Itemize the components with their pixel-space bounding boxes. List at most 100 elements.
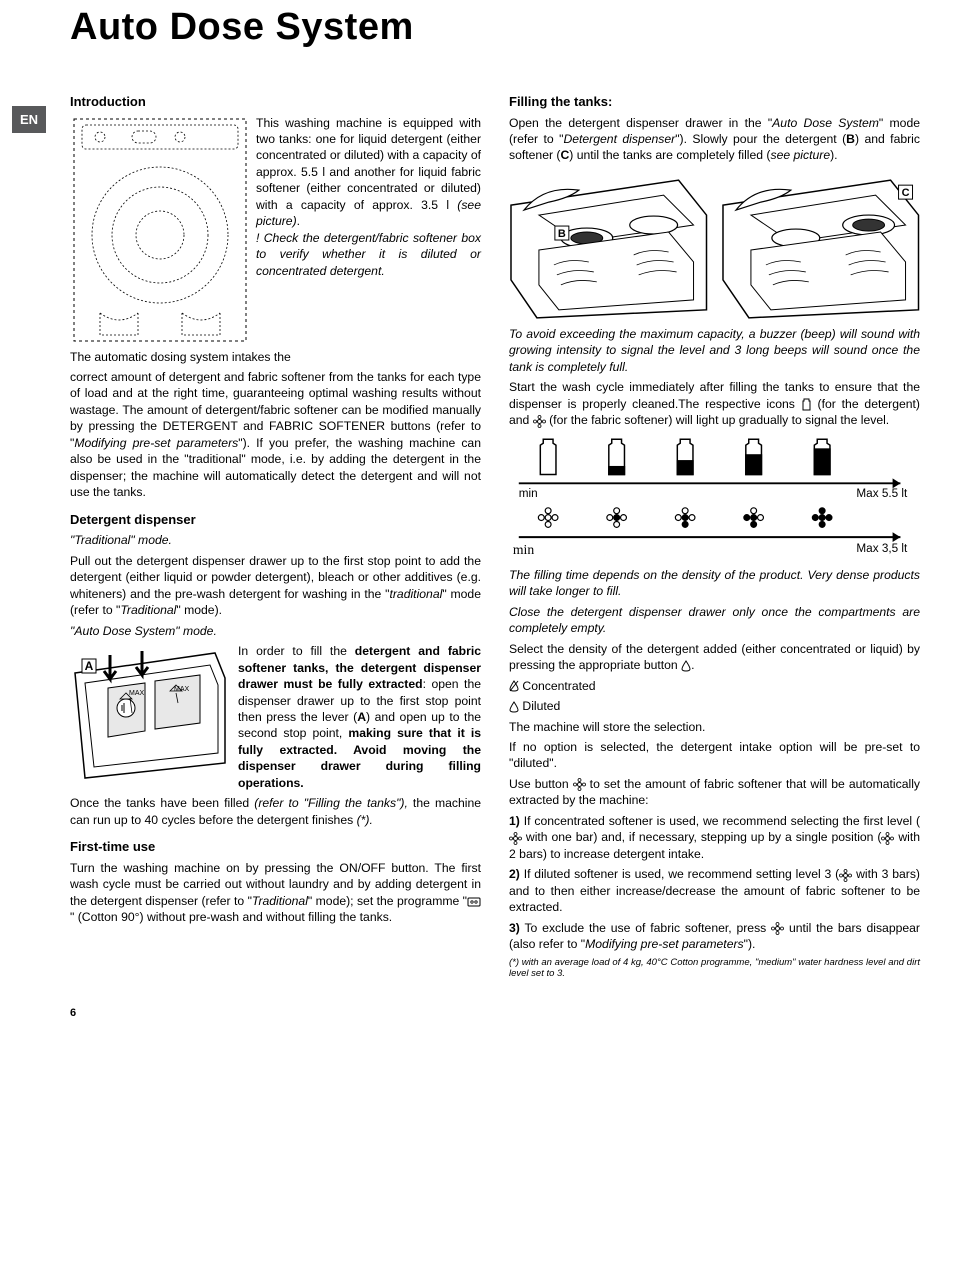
label-A: A [85, 659, 94, 673]
intro-b-it: Modifying pre-set parameters [74, 436, 238, 450]
opt2-a: 2) [509, 867, 520, 881]
drawer-text: In order to fill the detergent and fabri… [238, 643, 481, 791]
intro-body: correct amount of detergent and fabric s… [70, 369, 481, 501]
auto-mode-label: "Auto Dose System" mode. [70, 623, 481, 639]
fill-image-b: B [509, 170, 709, 320]
page-number: 6 [70, 1007, 920, 1019]
fill-b-it: Detergent dispenser [563, 132, 675, 146]
opt3-it: Modifying pre-set parameters [585, 937, 744, 951]
page: EN Auto Dose System Introduction [0, 6, 960, 1049]
drawer-a: In order to fill the [238, 644, 355, 658]
drawer-block: A MAX MAX In order to fill the detergent… [70, 643, 481, 791]
washer-diagram [70, 115, 250, 345]
opt2-b: If diluted softener is used, we recommen… [520, 867, 839, 881]
heading-filling: Filling the tanks: [509, 93, 920, 111]
close-note: Close the detergent dispenser drawer onl… [509, 604, 920, 637]
fill-d: B [846, 132, 855, 146]
fill-f: C [560, 148, 569, 162]
max-label-1: Max 5.5 lt [856, 487, 908, 500]
fill-h: ). [830, 148, 837, 162]
trad-p3: " mode). [176, 603, 222, 617]
left-column: Introduction [70, 83, 481, 983]
first-p3: " (Cotton 90°) without pre-wash and with… [70, 910, 392, 924]
svg-text:MAX: MAX [174, 686, 190, 693]
opt3: 3) To exclude the use of fabric softener… [509, 920, 920, 953]
usebtn-a: Use button [509, 777, 573, 791]
noopt: If no option is selected, the detergent … [509, 739, 920, 772]
first-it: Traditional [252, 894, 308, 908]
drawer-cont: Once the tanks have been filled (refer t… [70, 795, 481, 828]
right-column: Filling the tanks: Open the detergent di… [509, 83, 920, 983]
usebtn: Use button to set the amount of fabric s… [509, 776, 920, 809]
svg-text:MAX: MAX [129, 690, 145, 697]
dense-note: The filling time depends on the density … [509, 567, 920, 600]
footnote: (*) with an average load of 4 kg, 40°C C… [509, 957, 920, 980]
intro-note: ! Check the detergent/fabric softener bo… [256, 230, 481, 279]
start-c: (for the fabric softener) will light up … [546, 413, 889, 427]
select-density: Select the density of the detergent adde… [509, 641, 920, 674]
select: Select the density of the detergent adde… [509, 642, 920, 672]
columns: Introduction [70, 83, 920, 983]
cotton-icon [467, 896, 481, 908]
drawer-g-it: (refer to "Filling the tanks"), [254, 796, 408, 810]
fill-c: "). Slowly pour the detergent ( [675, 132, 846, 146]
intro-block: This washing machine is equipped with tw… [70, 115, 481, 345]
drop-icon [681, 660, 691, 672]
level-diagram: min Max 5.5 lt min Max 3,5 lt [509, 433, 920, 563]
fill-image-c: C [721, 170, 921, 320]
opt3-d: "). [744, 937, 756, 951]
softener-icon [839, 869, 852, 882]
store: The machine will store the selection. [509, 719, 920, 735]
intro-continued: The automatic dosing system intakes the [70, 349, 481, 365]
heading-det-dispenser: Detergent dispenser [70, 511, 481, 529]
opt-dil: Diluted [509, 698, 920, 714]
heading-first-time: First-time use [70, 838, 481, 856]
softener-icon [573, 778, 586, 791]
conc-label: Concentrated [519, 679, 596, 693]
detergent-icon [801, 398, 812, 411]
trad-mode-label: "Traditional" mode. [70, 532, 481, 548]
page-title: Auto Dose System [70, 6, 920, 49]
opt-conc: Concentrated [509, 678, 920, 694]
softener-icon [881, 832, 894, 845]
fill-images: B C [509, 170, 920, 320]
drawer-h-it: (*). [357, 813, 373, 827]
opt1-a: 1) [509, 814, 520, 828]
opt3-b: To exclude the use of fabric softener, p… [520, 921, 771, 935]
drawer-d: A [357, 710, 366, 724]
max-label-2: Max 3,5 lt [856, 542, 908, 555]
language-tab: EN [12, 106, 46, 133]
fill-a: Open the detergent dispenser drawer in t… [509, 116, 772, 130]
fill-a-it: Auto Dose System [772, 116, 879, 130]
heading-introduction: Introduction [70, 93, 481, 111]
intro-b-pre: The automatic dosing system intakes the [70, 350, 291, 364]
trad-p-it: traditional [389, 587, 442, 601]
opt1-c: with one bar) and, if necessary, steppin… [522, 830, 881, 844]
drawer-g: Once the tanks have been filled [70, 796, 254, 810]
intro-text: This washing machine is equipped with tw… [256, 115, 481, 345]
first-p2: " mode); set the programme " [308, 894, 467, 908]
trad-body: Pull out the detergent dispenser drawer … [70, 553, 481, 619]
softener-icon [771, 922, 784, 935]
softener-icon [509, 832, 522, 845]
label-C: C [901, 187, 909, 199]
drawer-diagram: A MAX MAX [70, 643, 230, 783]
dil-label: Diluted [519, 699, 560, 713]
buzz-note: To avoid exceeding the maximum capacity,… [509, 326, 920, 375]
opt2: 2) If diluted softener is used, we recom… [509, 866, 920, 915]
min-label-1: min [519, 487, 538, 500]
trad-p2-it: Traditional [120, 603, 176, 617]
fill-g-it: see picture [770, 148, 830, 162]
start-body: Start the wash cycle immediately after f… [509, 379, 920, 428]
drop-icon [509, 701, 519, 713]
opt1: 1) If concentrated softener is used, we … [509, 813, 920, 862]
min-label-2: min [513, 542, 534, 557]
drop-slash-icon [509, 680, 519, 692]
softener-icon [533, 415, 546, 428]
intro-a: This washing machine is equipped with tw… [256, 116, 481, 212]
fill-g: ) until the tanks are completely filled … [569, 148, 770, 162]
fill-intro: Open the detergent dispenser drawer in t… [509, 115, 920, 164]
opt1-b: If concentrated softener is used, we rec… [520, 814, 920, 828]
opt3-a: 3) [509, 921, 520, 935]
first-body: Turn the washing machine on by pressing … [70, 860, 481, 926]
